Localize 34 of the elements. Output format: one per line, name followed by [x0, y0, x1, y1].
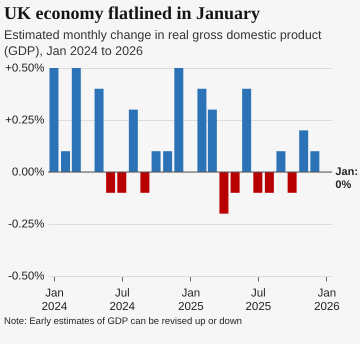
text: Note: Early estimates of GDP can be revised up or down	[4, 316, 243, 327]
bar	[299, 130, 308, 172]
bar	[128, 110, 138, 172]
x-tick-label: Jan 2024	[42, 288, 68, 313]
bar	[219, 172, 228, 214]
y-tick-label: +0.25%	[5, 114, 44, 126]
x-tick-label: Jul 2025	[246, 288, 272, 313]
annotation: Jan: 0%	[335, 166, 358, 191]
bar	[310, 151, 320, 172]
bar	[152, 151, 161, 172]
bar	[276, 151, 286, 172]
bar	[61, 151, 70, 172]
bar	[174, 68, 184, 172]
x-tick-label: Jul 2024	[110, 288, 136, 313]
x-tick-label: Jan 2025	[178, 288, 204, 313]
bar	[140, 172, 150, 193]
bar	[230, 172, 240, 193]
bar	[117, 172, 126, 193]
bar	[264, 172, 274, 193]
bar	[49, 68, 58, 172]
bar	[106, 172, 116, 193]
bar	[72, 68, 81, 172]
bar	[253, 172, 262, 193]
y-tick-label: -0.50%	[8, 270, 44, 282]
chart-subtitle: Estimated monthly change in real gross domestic product (GDP), Jan 2024 to 2026	[4, 27, 323, 59]
bar	[94, 88, 104, 172]
bar	[288, 172, 297, 193]
bar	[242, 88, 252, 172]
y-tick-label: +0.50%	[5, 62, 44, 74]
chart-title: UK economy flatlined in January	[4, 3, 262, 24]
y-tick-label: -0.25%	[8, 218, 44, 230]
x-tick-label: Jan 2026	[314, 288, 340, 313]
y-tick-label: 0.00%	[12, 166, 44, 178]
bar	[163, 151, 172, 172]
